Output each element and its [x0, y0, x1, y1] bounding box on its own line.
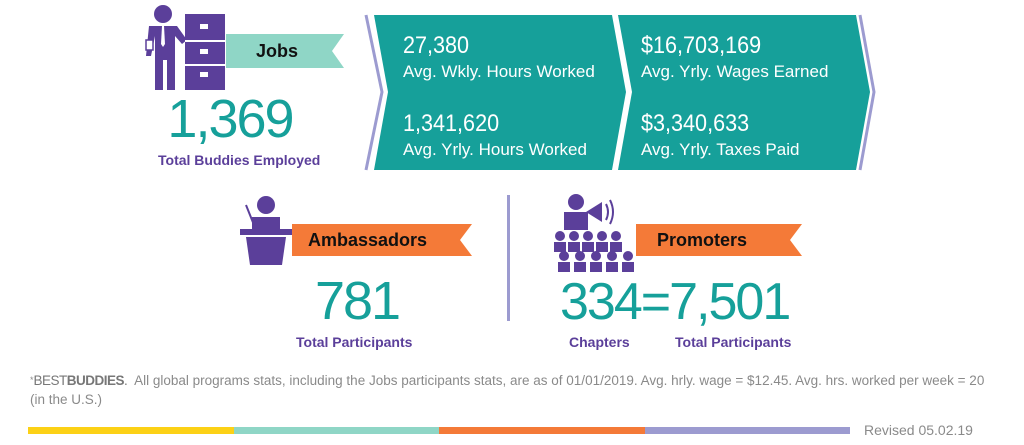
brand-dot: . [124, 373, 128, 388]
promoters-participants: 7,501 [669, 273, 791, 331]
stat-label: Avg. Yrly. Hours Worked [403, 140, 587, 159]
ambassadors-banner-label: Ambassadors [308, 230, 428, 250]
promoters-totals: 334 = 7,501 [560, 273, 791, 331]
revised-date: Revised 05.02.19 [864, 422, 973, 438]
ambassadors-total-label: Total Participants [296, 334, 413, 350]
stat-label: Avg. Yrly. Taxes Paid [641, 140, 800, 159]
brand-logo-text: BESTBUDDIES. [34, 373, 128, 388]
megaphone-crowd-icon [554, 194, 634, 272]
stat-value: $16,703,169 [641, 32, 762, 59]
color-bar [28, 427, 850, 434]
ambassadors-total: 781 [314, 271, 401, 331]
equals-sign: = [640, 273, 671, 331]
promoters-participants-label: Total Participants [675, 334, 792, 350]
jobs-total-label: Total Buddies Employed [158, 152, 321, 168]
jobs-total: 1,369 [167, 89, 294, 149]
brand-bold: BUDDIES [66, 373, 125, 388]
footnote-text: All global programs stats, including the… [30, 373, 985, 407]
stat-value: $3,340,633 [641, 110, 750, 137]
section-divider [507, 195, 510, 321]
jobs-stats-chevrons [364, 14, 876, 171]
stat-label: Avg. Yrly. Wages Earned [641, 62, 829, 81]
promoters-banner-label: Promoters [657, 230, 748, 250]
jobs-banner [226, 34, 344, 68]
stat-label: Avg. Wkly. Hours Worked [403, 62, 595, 81]
promoters-banner [636, 224, 802, 256]
speaker-podium-icon [240, 196, 292, 265]
chapters-label: Chapters [569, 334, 630, 350]
footnote: *BESTBUDDIES. All global programs stats,… [30, 371, 990, 409]
jobs-banner-label: Jobs [256, 41, 299, 61]
ambassadors-banner [292, 224, 472, 256]
businessman-filing-cabinet-icon [145, 5, 225, 90]
stat-value: 27,380 [403, 32, 470, 59]
stat-value: 1,341,620 [403, 110, 500, 137]
brand-light: BEST [33, 373, 68, 388]
promoters-chapters: 334 [560, 273, 643, 331]
asterisk: * [30, 375, 34, 385]
